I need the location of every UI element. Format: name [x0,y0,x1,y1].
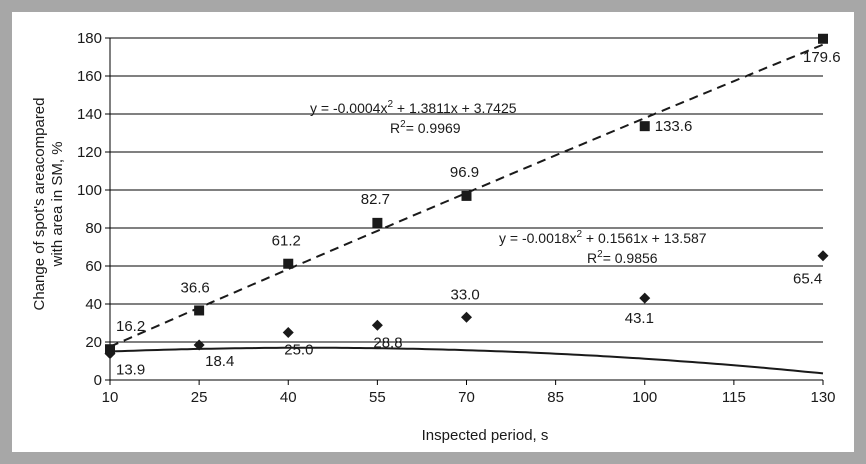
data-label-square-series: 61.2 [272,233,301,250]
data-labels: 16.2 36.6 61.2 82.7 96.9 133.6 179.6 13.9 18.4 25… [116,49,841,379]
x-tick-labels: 10 25 40 55 70 85 100 115 130 [102,389,836,406]
diamond-marker [817,250,829,262]
y-tick-label: 140 [77,106,102,123]
diamond-marker [461,311,472,323]
diamond-marker [282,327,294,338]
x-tick-label: 115 [722,389,746,406]
equation-square-series: y = -0.0004x2 + 1.3811x + 3.7425 [310,99,517,116]
data-label-diamond-series: 18.4 [205,353,234,370]
x-tick-label: 40 [280,389,297,406]
y-axis-title-line-2: with area in SM, % [49,141,66,267]
equation-diamond-exponent: 2 [576,229,582,240]
data-label-square-series: 133.6 [655,118,693,135]
diamond-marker [371,319,383,331]
x-tick-label: 10 [102,389,119,406]
x-tick-label: 85 [547,389,564,406]
data-label-diamond-series: 65.4 [793,271,822,288]
r2-square-value: = 0.9969 [406,120,461,136]
equation-square-head: y = -0.0004x [310,100,387,116]
x-tick-label: 70 [458,389,475,406]
diamond-marker [639,292,651,304]
data-label-square-series: 96.9 [450,164,479,181]
data-label-square-series: 179.6 [803,49,841,66]
r2-diamond-exponent: 2 [597,249,603,260]
data-markers [104,33,829,360]
r2-square-exponent: 2 [400,119,406,130]
y-tick-label: 40 [85,296,102,313]
trend-line-square-series [109,43,824,348]
y-tick-label: 160 [77,68,102,85]
y-tick-label: 0 [94,372,102,389]
chart-svg: 0 20 40 60 80 100 120 140 160 180 10 25 40 55 70 85 100… [31,30,841,444]
r2-diamond-r: R [587,250,597,266]
square-marker [283,258,294,269]
y-tick-label: 180 [77,30,102,47]
y-tick-label: 100 [77,182,102,199]
data-label-square-series: 36.6 [181,279,210,296]
r2-diamond-value: = 0.9856 [603,250,658,266]
equation-square-exponent: 2 [387,99,393,110]
trend-lines [109,43,824,375]
trend-line-diamond-series [109,346,824,375]
square-marker [818,33,828,44]
y-tick-labels: 0 20 40 60 80 100 120 140 160 180 [77,30,102,389]
diamond-marker [193,339,205,351]
y-tick-label: 120 [77,144,102,161]
x-tick-label: 100 [632,389,657,406]
square-marker [461,190,472,201]
r2-square-series: R2= 0.9969 [390,119,461,136]
data-label-square-series: 16.2 [116,318,145,335]
r2-square-r: R [390,120,400,136]
axes [105,37,824,385]
data-label-diamond-series: 33.0 [451,286,480,303]
square-marker [194,305,205,316]
x-tick-label: 25 [191,389,208,406]
chart-frame: 0 20 40 60 80 100 120 140 160 180 10 25 40 55 70 85 100… [12,12,854,452]
equation-diamond-tail: + 0.1561x + 13.587 [582,230,707,246]
x-tick-label: 130 [810,389,835,406]
square-marker [372,217,383,228]
equation-square-tail: + 1.3811x + 3.7425 [393,100,517,116]
y-axis-title-line-1: Change of spot's areacompared [31,98,48,311]
y-tick-label: 20 [85,334,102,351]
y-tick-label: 60 [85,258,102,275]
data-label-diamond-series: 25.0 [284,342,313,359]
square-marker [639,121,650,132]
y-tick-label: 80 [85,220,102,237]
diamond-marker [104,348,116,360]
grid-lines [110,37,823,343]
data-label-diamond-series: 43.1 [625,310,654,327]
x-tick-label: 55 [369,389,386,406]
r2-diamond-series: R2= 0.9856 [587,249,658,266]
data-label-diamond-series: 28.8 [373,334,402,351]
equation-diamond-head: y = -0.0018x [499,230,576,246]
data-label-diamond-series: 13.9 [116,362,145,379]
equation-diamond-series: y = -0.0018x2 + 0.1561x + 13.587 [499,229,707,246]
data-label-square-series: 82.7 [361,191,390,208]
x-axis-title: Inspected period, s [422,427,549,444]
